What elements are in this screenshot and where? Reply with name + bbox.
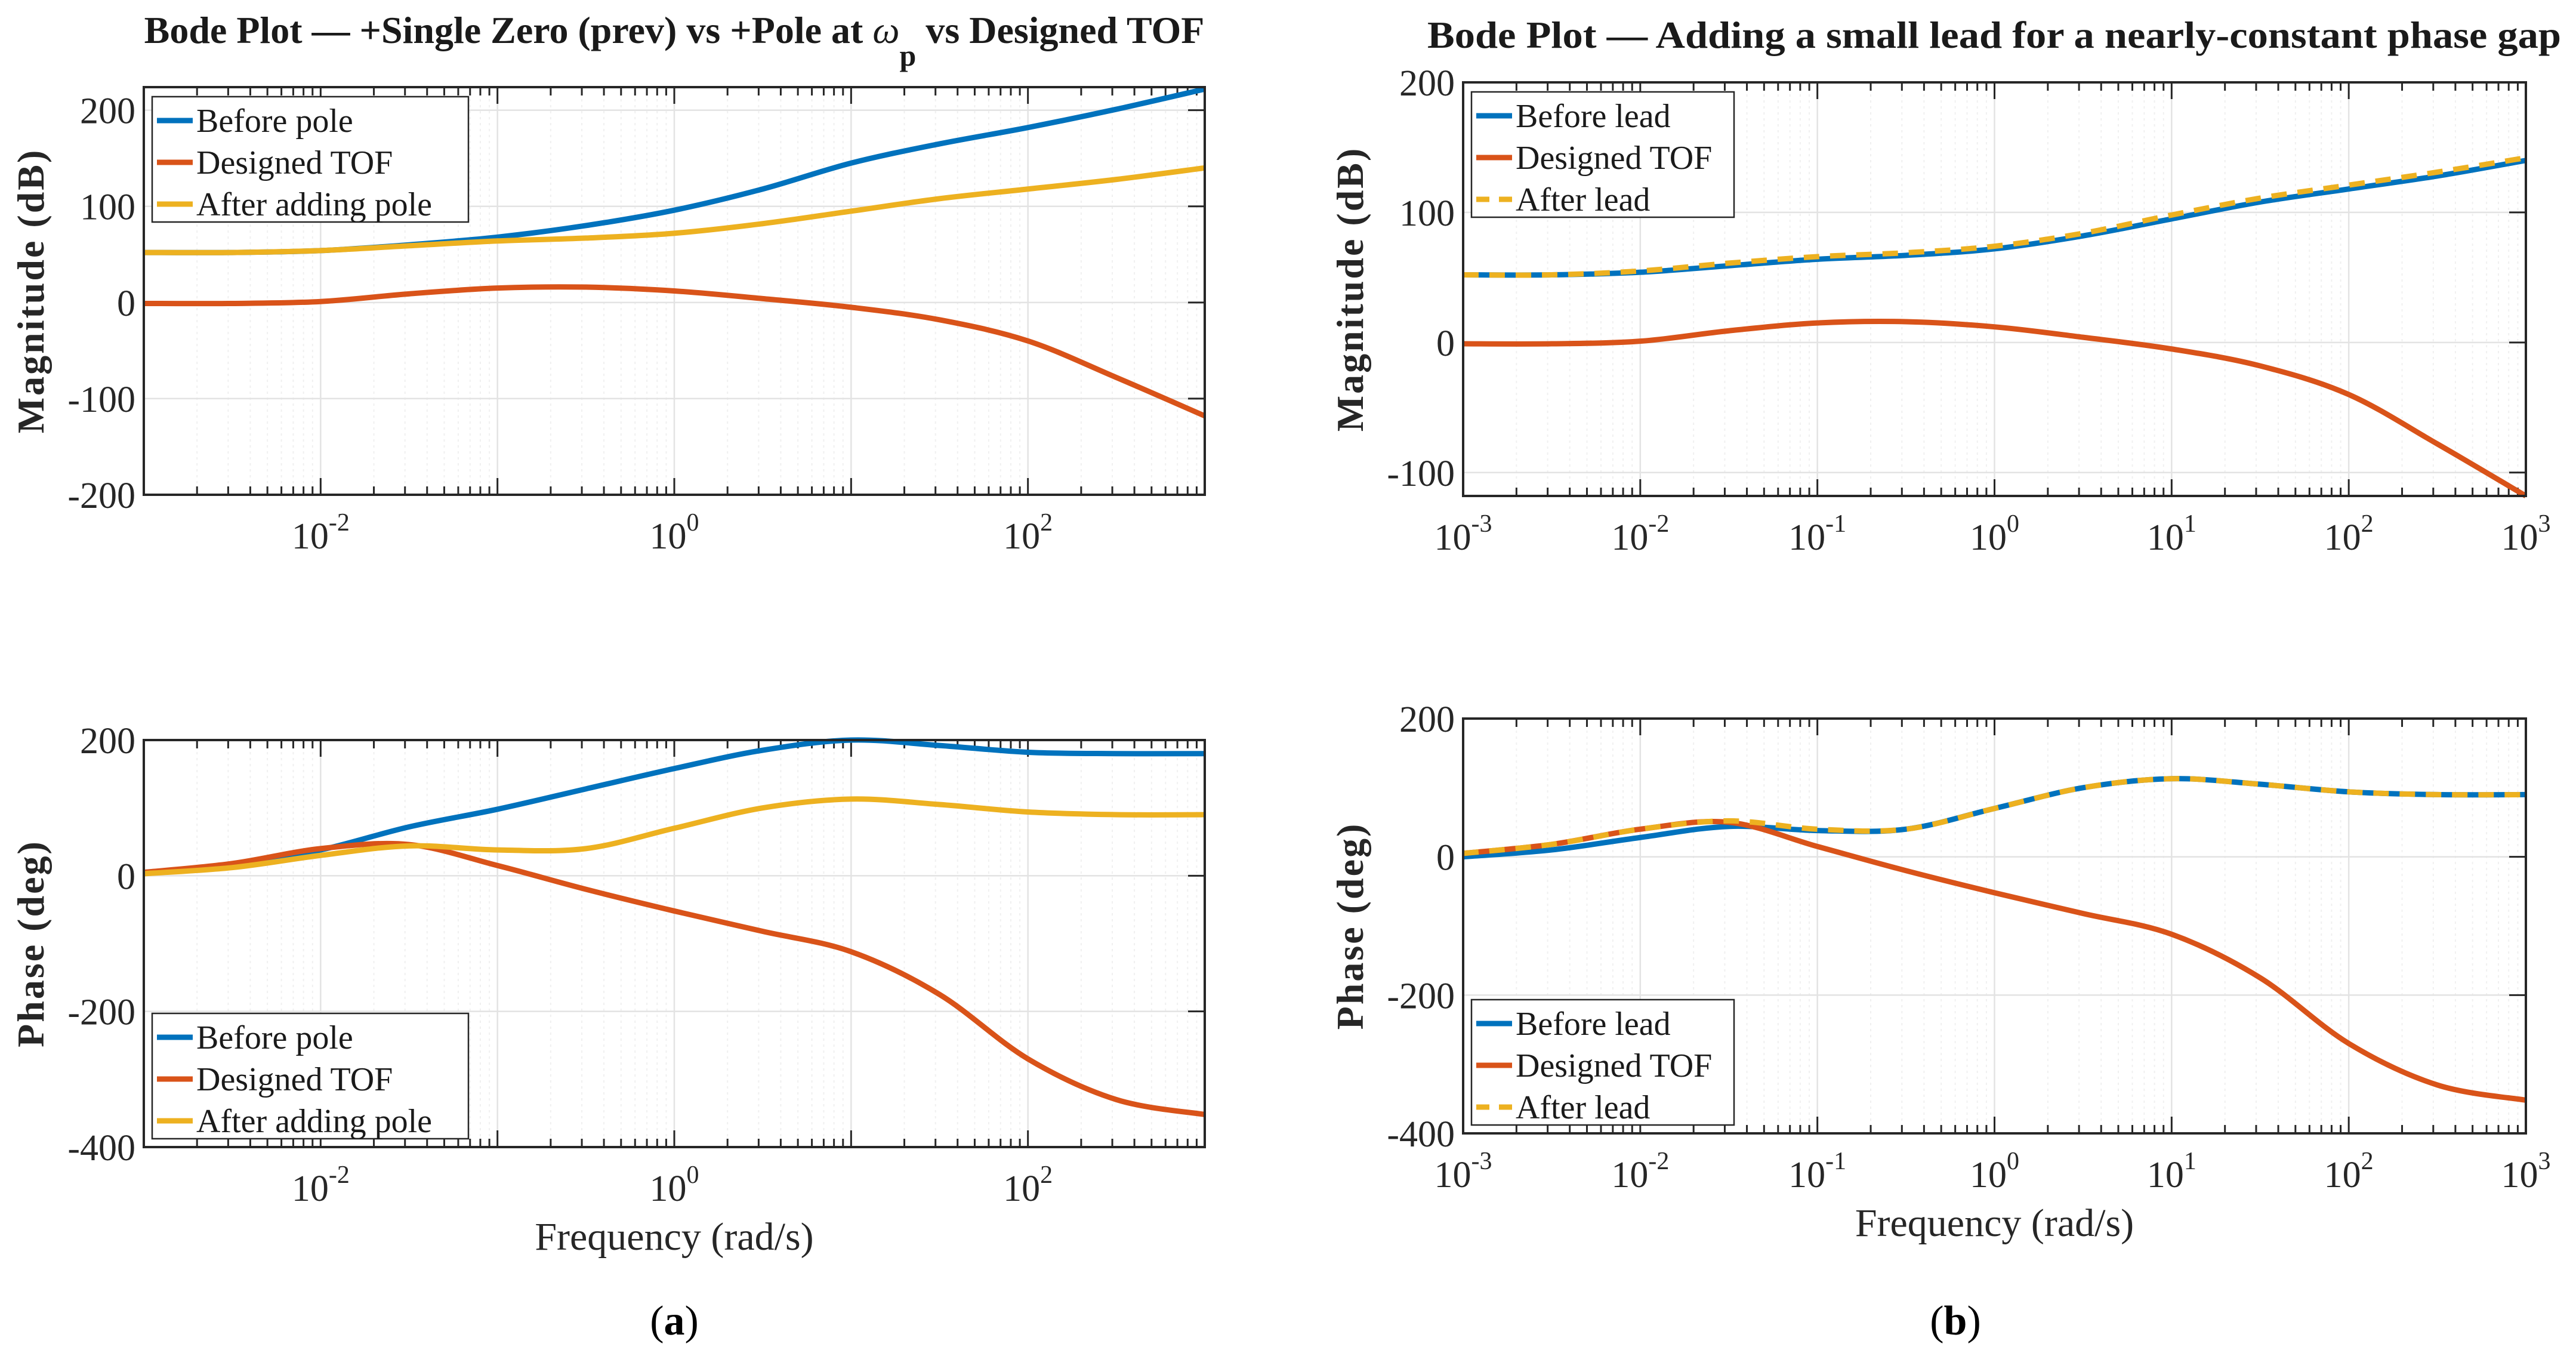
y-tick-label: 200 [80,91,135,132]
y-tick-label: -200 [1387,976,1455,1016]
x-tick-label: 101 [2147,1148,2196,1195]
y-tick-label: 200 [1399,699,1455,740]
y-tick-label: -200 [67,476,135,516]
x-tick-label: 102 [1003,1161,1053,1209]
x-tick-label: 100 [650,509,699,557]
axes-box [1462,81,2527,497]
y-tick-label: -400 [67,1128,135,1169]
y-tick-label: 200 [1399,63,1455,104]
y-tick-label: -100 [1387,454,1455,494]
subplot-a-phase: -400 -200 0 200 10-2 100 102 Phase (deg) Frequen… [10,721,1206,1259]
legend: Before lead Designed TOF After lead [1470,91,1735,218]
x-tick-label: 102 [2324,1148,2374,1195]
y-tick-label: 0 [1436,838,1455,879]
legend-entry: Designed TOF [1516,140,1712,177]
x-tick-label: 10-2 [1611,510,1669,558]
y-tick-label: -200 [67,993,135,1033]
legend-box [151,1012,470,1140]
x-tick-label: 100 [1970,1148,2019,1195]
plots-group: -200 -100 0 100 200 10-2 100 102 Magnitude (dB) B… [10,63,2551,1259]
x-tick-label: 103 [2501,1148,2551,1195]
legend-entry: After adding pole [196,186,432,223]
legend-entry: Designed TOF [196,144,393,181]
panel-b-title: Bode Plot — Adding a small lead for a ne… [1427,14,2561,56]
legend-entry: Before pole [196,1019,353,1056]
series-line-designed-tof [1463,819,2526,1103]
x-axis-label: Frequency (rad/s) [1855,1201,2134,1245]
legend-entry: After lead [1516,1089,1650,1126]
legend-box [1470,998,1735,1126]
legend-entry: Before lead [1516,98,1671,135]
panel-b-label: (b) [1930,1298,1981,1344]
x-tick-label: 10-1 [1788,1148,1846,1195]
legend-entry: Before lead [1516,1006,1671,1043]
series-line-after-adding-pole [144,796,1205,877]
y-axis-label: Phase (deg) [1329,822,1371,1030]
legend-entry: Before pole [196,103,353,140]
legend-entry: After adding pole [196,1103,432,1140]
x-tick-label: 101 [2147,510,2196,558]
axes-box [1462,717,2527,1135]
y-tick-label: 0 [117,856,135,897]
series-line-designed-tof [1463,318,2526,498]
panel-a-label: (a) [650,1298,699,1344]
subplot-a-mag: -200 -100 0 100 200 10-2 100 102 Magnitude (dB) B… [10,86,1206,557]
x-tick-label: 100 [650,1161,699,1209]
series-line-after-lead [1463,155,2526,278]
x-tick-label: 10-2 [1611,1148,1669,1195]
axes-box [143,739,1206,1148]
subplot-b-mag: -100 0 100 200 10-3 10-2 10-1 100 101 102 103 Magni… [1329,63,2551,558]
legend: Before lead Designed TOF After lead [1470,998,1735,1126]
y-tick-label: 200 [80,721,135,762]
series-line-designed-tof [144,840,1205,1117]
x-tick-label: 10-2 [292,1161,350,1209]
panel-a-title: Bode Plot — +Single Zero (prev) vs +Pole… [144,9,1205,72]
x-tick-label: 10-3 [1434,510,1492,558]
legend: Before pole Designed TOF After adding pole [151,95,470,223]
x-tick-label: 103 [2501,510,2551,558]
legend-entry: After lead [1516,181,1650,218]
series-line-after-lead [1463,776,2526,856]
y-tick-label: 100 [80,187,135,228]
y-tick-label: -100 [67,380,135,420]
x-tick-label: 102 [1003,509,1053,557]
y-tick-label: 100 [1399,193,1455,234]
legend-entry: Designed TOF [196,1061,393,1098]
series-line-designed-tof [144,284,1205,419]
legend: Before pole Designed TOF After adding pole [151,1012,470,1140]
x-tick-label: 102 [2324,510,2374,558]
axes-box [143,86,1206,496]
x-axis-label: Frequency (rad/s) [535,1215,813,1259]
legend-box [1470,91,1735,218]
subplot-b-phase: -400 -200 0 200 10-3 10-2 10-1 100 101 102 103 Phas… [1329,699,2551,1245]
y-tick-label: 0 [117,283,135,324]
x-tick-label: 10-1 [1788,510,1846,558]
y-axis-label: Magnitude (dB) [10,149,52,434]
legend-entry: Designed TOF [1516,1047,1712,1084]
y-tick-label: 0 [1436,323,1455,364]
series-line-after-adding-pole [144,165,1205,255]
x-tick-label: 10-2 [292,509,350,557]
y-axis-label: Magnitude (dB) [1329,147,1371,432]
x-tick-label: 10-3 [1434,1148,1492,1195]
y-axis-label: Phase (deg) [10,840,52,1047]
legend-box [151,95,470,223]
y-tick-label: -400 [1387,1114,1455,1155]
x-tick-label: 100 [1970,510,2019,558]
